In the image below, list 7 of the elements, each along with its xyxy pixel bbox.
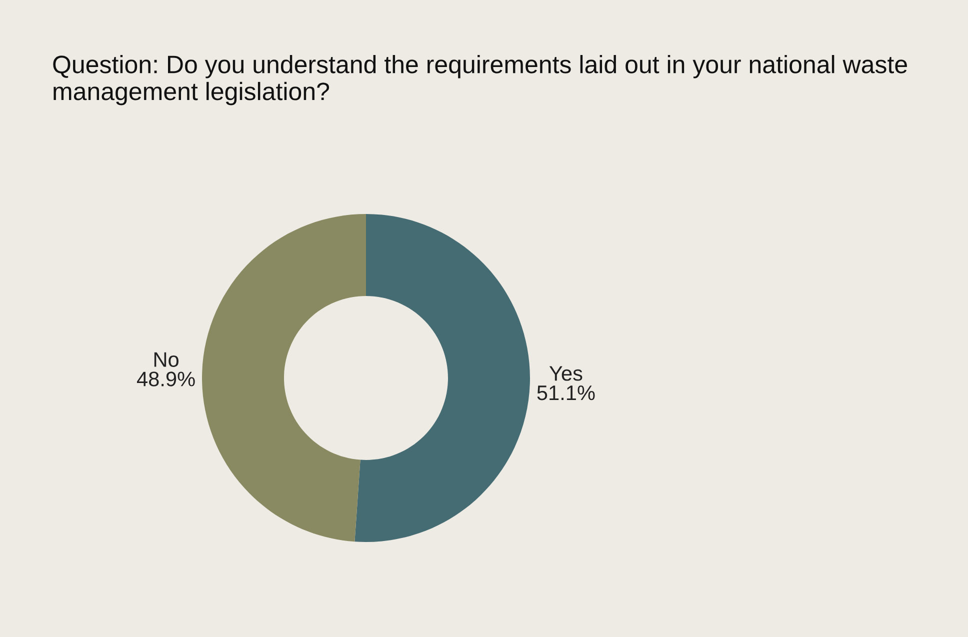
slice-label: Yes (549, 366, 582, 381)
data-label: 51.1% (537, 386, 595, 400)
chart-title: Question: Do you understand the requirements laid out in your national waste management legislation? (53, 55, 907, 106)
slice-label: No (154, 352, 178, 367)
donut-slice (202, 214, 366, 542)
data-label: 48.9% (136, 372, 195, 386)
donut-slice (354, 214, 530, 542)
